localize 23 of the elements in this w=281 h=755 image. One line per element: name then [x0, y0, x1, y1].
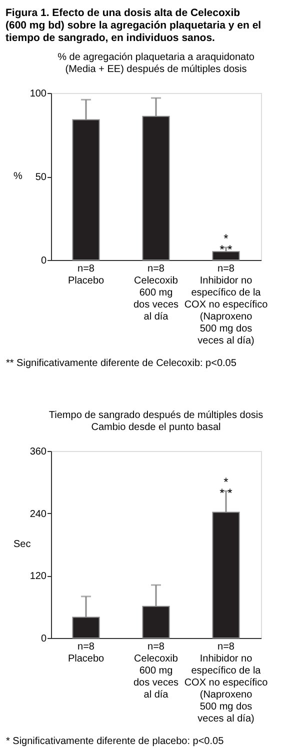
x-tick-label: n=8 Inhibidor no específico de la COX no específico (Naproxeno 500 mg dos veces al día): [184, 264, 268, 346]
text: ** Significativamente diferente de Celecoxib: p<0.05: [6, 358, 237, 369]
y-tick-label: 0: [40, 256, 47, 266]
y-axis-title: %: [14, 171, 22, 182]
x-tick-label: n=8 Celecoxib 600 mg dos veces al día: [133, 642, 179, 700]
x-tick-label: n=8 Placebo: [68, 642, 105, 664]
y-tick-label: 100: [30, 88, 47, 100]
x-tick-label: n=8 Celecoxib 600 mg dos veces al día: [133, 264, 179, 322]
x-tick-label: n=8 Placebo: [68, 264, 105, 286]
y-tick-label: 50: [35, 172, 47, 183]
chart-title: Tiempo de sangrado después de múltiples dosis Cambio desde el punto basal: [48, 410, 264, 433]
y-axis-title: Sec: [14, 539, 31, 550]
text: * Significativamente diferente de placebo: p<0.05: [6, 736, 224, 747]
x-tick-label: n=8 Inhibidor no específico de la COX no específico (Naproxeno 500 mg dos veces al día): [184, 642, 268, 724]
y-tick-label: 360: [30, 446, 47, 458]
bar: [212, 251, 240, 260]
y-tick-label: 120: [30, 571, 47, 582]
chart-subtitle: % de agregación plaquetaria a araquidonato (Media + EE) después de múltiples dosis: [58, 52, 255, 75]
annotation: * * *: [220, 231, 233, 256]
annotation: * * *: [220, 474, 233, 500]
chart-title: Figura 1. Efecto de una dosis alta de Celecoxib (600 mg bd) sobre la agregación plaquetaria y en el tiempo de sangrado, en individuos sanos.: [6, 7, 262, 44]
y-tick-label: 0: [40, 634, 47, 644]
y-tick-label: 240: [30, 508, 47, 520]
